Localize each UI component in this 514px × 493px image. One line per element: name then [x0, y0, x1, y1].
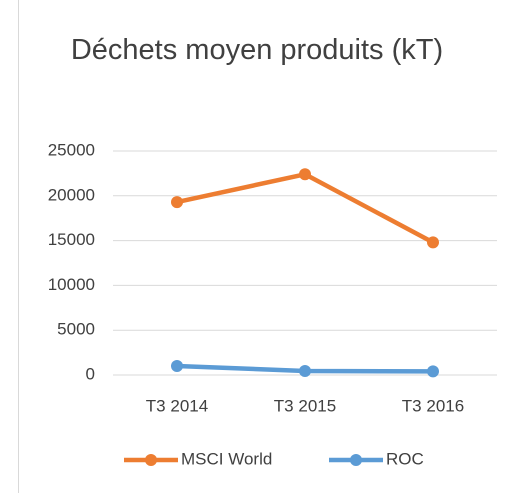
- y-tick-label: 20000: [48, 185, 95, 204]
- y-tick-label: 5000: [57, 320, 95, 339]
- data-point: [171, 360, 183, 373]
- data-point: [299, 364, 311, 377]
- chart-title: Déchets moyen produits (kT): [70, 34, 444, 66]
- legend-label: MSCI World: [181, 449, 272, 468]
- chart-border: [18, 0, 514, 493]
- data-point: [427, 365, 439, 378]
- legend-label: ROC: [386, 449, 424, 468]
- y-tick-label: 0: [86, 364, 95, 383]
- series-line: [174, 172, 436, 245]
- x-tick-label: T3 2014: [146, 396, 208, 415]
- data-point: [171, 196, 183, 209]
- y-tick-label: 10000: [48, 275, 95, 294]
- legend-marker: [350, 454, 362, 466]
- y-tick-label: 25000: [48, 140, 95, 159]
- data-point: [427, 236, 439, 249]
- x-tick-label: T3 2015: [274, 396, 336, 415]
- legend-marker: [145, 454, 157, 466]
- data-point: [299, 168, 311, 181]
- x-tick-label: T3 2016: [402, 396, 464, 415]
- y-tick-label: 15000: [48, 230, 95, 249]
